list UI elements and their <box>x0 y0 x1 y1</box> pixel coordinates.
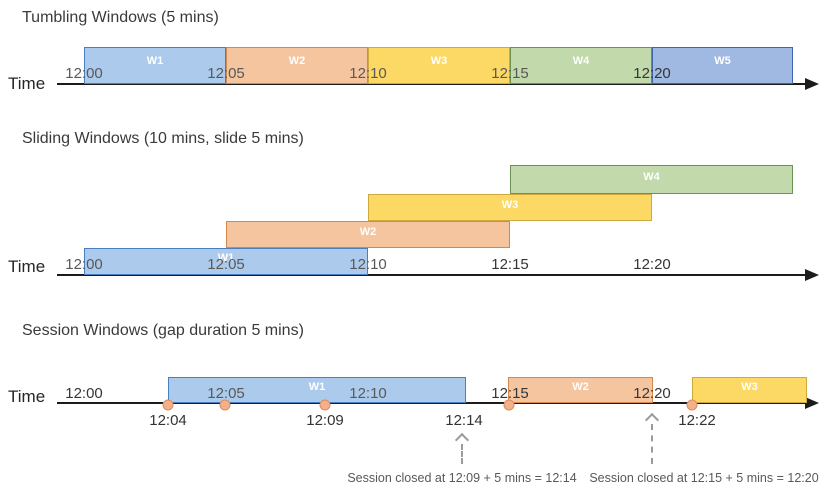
window-bar <box>652 47 793 84</box>
window-bar <box>84 47 226 84</box>
window-label: W1 <box>217 252 235 264</box>
window-label: W2 <box>288 55 306 67</box>
event-dot <box>162 399 174 411</box>
window-label: W4 <box>643 171 660 183</box>
tick-label: 12:10 <box>349 256 387 273</box>
window-label: W5 <box>714 55 731 67</box>
window-label: W3 <box>741 381 758 393</box>
window-bar <box>368 194 652 221</box>
axis-arrowhead-icon <box>805 78 819 90</box>
window-label: W2 <box>359 226 377 238</box>
session-close-annotation: Session closed at 12:09 + 5 mins = 12:14 <box>347 471 577 485</box>
window-bar <box>508 377 653 403</box>
tick-label: 12:10 <box>349 65 387 82</box>
tick-label: 12:20 <box>633 256 671 273</box>
time-axis-label: Time <box>8 387 46 406</box>
time-axis <box>57 83 805 85</box>
axis-arrowhead-icon <box>805 269 819 281</box>
event-time-label: 12:09 <box>306 412 344 429</box>
tick-label: 12:05 <box>207 256 245 273</box>
tick-label: 12:15 <box>491 65 529 82</box>
window-label: W3 <box>430 55 448 67</box>
window-bar <box>226 221 510 248</box>
time-axis <box>57 274 805 276</box>
window-bar <box>692 377 807 403</box>
time-axis-label: Time <box>8 74 46 93</box>
window-bar <box>168 377 466 403</box>
tick-label: 12:10 <box>349 385 387 402</box>
axis-arrowhead-icon <box>805 397 819 409</box>
window-bar <box>510 47 652 84</box>
event-dot <box>503 399 515 411</box>
window-bar <box>84 248 368 275</box>
window-label: W1 <box>146 55 164 67</box>
tick-label: 12:20 <box>633 65 671 82</box>
window-label: W4 <box>572 55 590 67</box>
tick-label: 12:20 <box>633 385 671 402</box>
event-dot <box>319 399 331 411</box>
window-bar <box>226 47 368 84</box>
tick-label: 12:00 <box>65 256 103 273</box>
tick-label: 12:15 <box>491 385 529 402</box>
event-time-label: 12:04 <box>149 412 187 429</box>
session-close-annotation: Session closed at 12:15 + 5 mins = 12:20 <box>589 471 819 485</box>
window-label: W1 <box>308 381 326 393</box>
time-axis-label: Time <box>8 257 46 276</box>
tick-label: 12:00 <box>65 65 103 82</box>
window-bar <box>368 47 510 84</box>
window-label: W2 <box>572 381 589 393</box>
window-label: W3 <box>501 199 519 211</box>
tick-label: 12:00 <box>65 385 103 402</box>
section-title: Tumbling Windows (5 mins) <box>22 9 219 26</box>
annotation-arrow-shaft <box>461 444 463 464</box>
event-time-label: 12:22 <box>678 412 716 429</box>
tick-label: 12:05 <box>207 65 245 82</box>
event-dot <box>686 399 698 411</box>
annotation-arrow-shaft <box>651 424 653 464</box>
tick-label: 12:05 <box>207 385 245 402</box>
event-time-label: 12:14 <box>445 412 483 429</box>
tick-label: 12:15 <box>491 256 529 273</box>
event-dot <box>219 399 231 411</box>
section-title: Session Windows (gap duration 5 mins) <box>22 322 304 339</box>
time-axis <box>57 402 805 404</box>
window-bar <box>510 165 793 194</box>
section-title: Sliding Windows (10 mins, slide 5 mins) <box>22 130 304 147</box>
